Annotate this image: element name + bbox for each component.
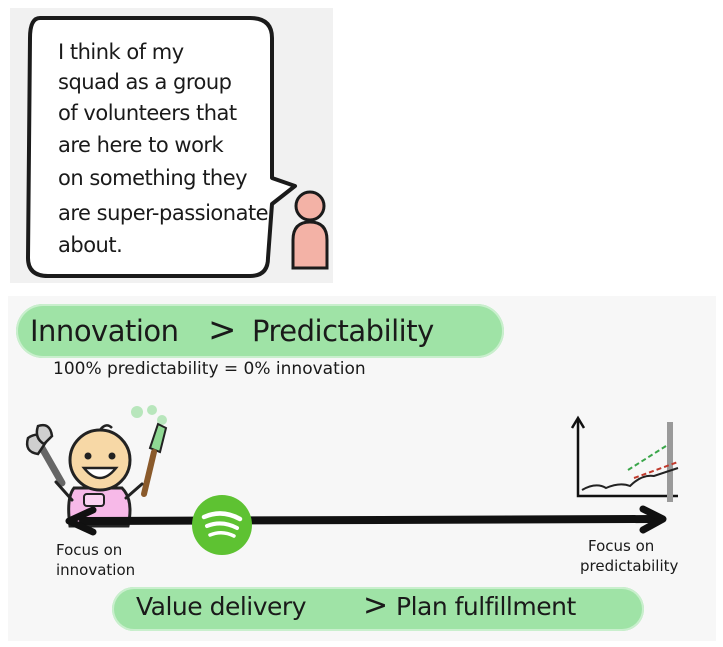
spotify-logo-icon [192, 495, 252, 555]
speech-comic-panel: I think of my squad as a group of volunt… [10, 8, 333, 283]
left-label-line-1: Focus on [56, 541, 123, 559]
innovation-banner [16, 304, 504, 358]
value-banner-left: Value delivery [136, 592, 307, 621]
value-banner-symbol: > [363, 588, 388, 623]
speech-line: squad as a group [58, 70, 232, 94]
person-icon [291, 190, 329, 270]
value-banner [112, 587, 644, 631]
speech-line: are here to work [58, 133, 224, 157]
innovation-banner-symbol: > [208, 310, 237, 350]
right-label-line-2: predictability [580, 557, 679, 575]
innovation-banner-left: Innovation [30, 314, 179, 348]
baby-icon [25, 405, 168, 528]
double-arrow-icon [65, 505, 667, 536]
right-label-line-1: Focus on [588, 537, 655, 555]
paintbrush-icon [131, 405, 168, 497]
spectrum-panel: Innovation > Predictability 100% predict… [8, 296, 716, 641]
speech-line: on something they [58, 166, 248, 190]
equation-text: 100% predictability = 0% innovation [53, 359, 366, 379]
innovation-banner-right: Predictability [252, 314, 434, 348]
wrench-icon [25, 423, 66, 487]
chart-icon [570, 415, 679, 502]
speech-line: of volunteers that [58, 101, 237, 125]
value-banner-right: Plan fulfillment [396, 592, 576, 621]
speech-line: I think of my [58, 40, 184, 64]
speech-line: about. [58, 233, 123, 257]
speech-bubble-icon [26, 16, 297, 278]
speech-line: are super-passionate [58, 201, 269, 225]
left-label-line-2: innovation [56, 561, 136, 579]
